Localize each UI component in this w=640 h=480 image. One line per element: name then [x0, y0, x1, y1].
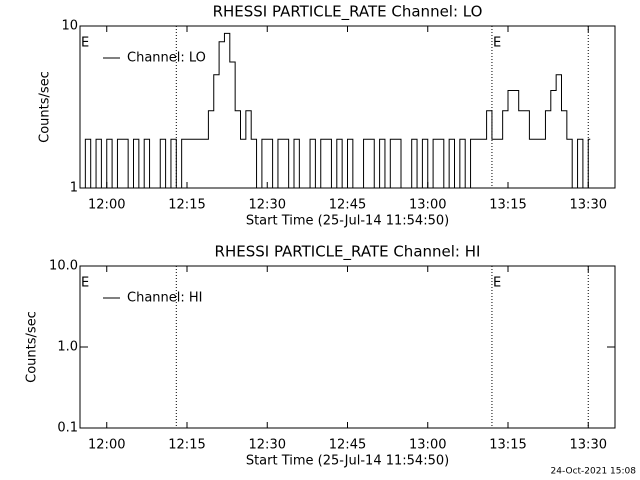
x-tick-label: 13:15 — [489, 438, 526, 453]
annotation: E — [81, 276, 89, 291]
legend-label: Channel: HI — [127, 291, 203, 306]
x-tick-label: 12:30 — [249, 438, 286, 453]
y-tick-label: 10 — [61, 19, 78, 34]
x-tick-label: 13:00 — [409, 438, 446, 453]
x-tick-label: 13:30 — [570, 198, 607, 213]
annotation: E — [493, 276, 501, 291]
annotation: E — [81, 36, 89, 51]
x-tick-label: 12:00 — [88, 438, 125, 453]
x-tick-label: 13:30 — [570, 438, 607, 453]
y-axis-label: Counts/sec — [25, 311, 40, 383]
footer-date: 24-Oct-2021 15:08 — [551, 467, 637, 477]
x-tick-label: 13:00 — [409, 198, 446, 213]
x-tick-label: 12:15 — [168, 198, 205, 213]
legend-label: Channel: LO — [127, 51, 206, 66]
x-tick-label: 12:30 — [249, 198, 286, 213]
x-tick-label: 13:15 — [489, 198, 526, 213]
chart-title: RHESSI PARTICLE_RATE Channel: LO — [213, 3, 483, 22]
x-axis-label: Start Time (25-Jul-14 11:54:50) — [246, 214, 449, 229]
y-tick-label: 0.1 — [57, 421, 78, 436]
x-tick-label: 12:00 — [88, 198, 125, 213]
series-line — [80, 32, 591, 189]
x-tick-label: 12:15 — [168, 438, 205, 453]
y-axis-label: Counts/sec — [38, 71, 53, 143]
x-tick-label: 12:45 — [329, 198, 366, 213]
x-axis-label: Start Time (25-Jul-14 11:54:50) — [246, 454, 449, 469]
y-tick-label: 1.0 — [57, 340, 78, 355]
chart-title: RHESSI PARTICLE_RATE Channel: HI — [215, 243, 481, 262]
x-tick-label: 12:45 — [329, 438, 366, 453]
y-tick-label: 1 — [70, 181, 78, 196]
annotation: E — [493, 36, 501, 51]
y-tick-label: 10.0 — [49, 259, 78, 274]
